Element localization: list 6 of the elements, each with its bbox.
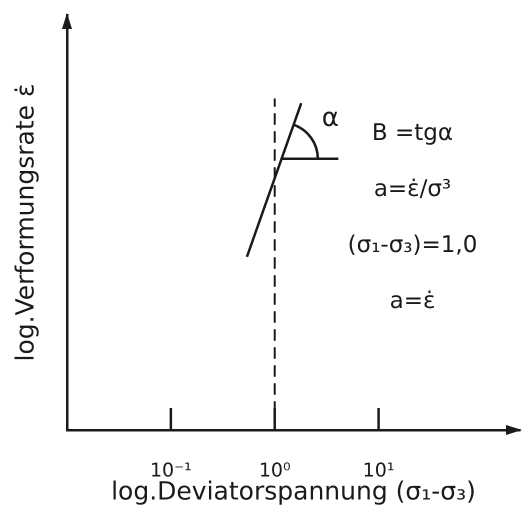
annotation: α: [322, 102, 339, 133]
annotation: (σ₁-σ₃)=1,0: [346, 231, 478, 260]
annotation: a=ε̇: [388, 287, 436, 316]
annotation: a=ε̇/σ³: [372, 175, 452, 204]
annotation: B =tgα: [372, 120, 454, 146]
y-axis-title: log.Verformungsrate ε̇: [10, 84, 40, 362]
